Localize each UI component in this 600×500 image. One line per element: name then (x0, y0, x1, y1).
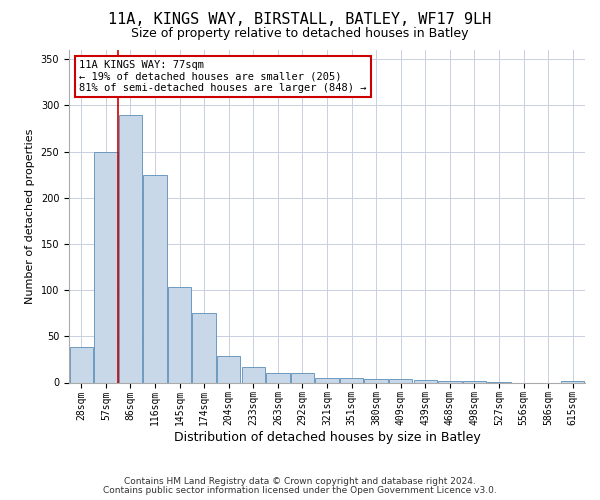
X-axis label: Distribution of detached houses by size in Batley: Distribution of detached houses by size … (173, 431, 481, 444)
Bar (168, 288, 191, 382)
Text: Contains public sector information licensed under the Open Government Licence v3: Contains public sector information licen… (103, 486, 497, 495)
Bar (291, 374, 314, 382)
Y-axis label: Number of detached properties: Number of detached properties (25, 128, 35, 304)
Bar (413, 380, 437, 382)
Bar (217, 356, 241, 382)
Bar (340, 378, 363, 382)
Text: 11A, KINGS WAY, BIRSTALL, BATLEY, WF17 9LH: 11A, KINGS WAY, BIRSTALL, BATLEY, WF17 9… (109, 12, 491, 28)
Bar (438, 380, 461, 382)
Bar (364, 379, 388, 382)
Bar (561, 380, 584, 382)
Bar (143, 174, 167, 382)
Bar (94, 152, 118, 382)
Text: Size of property relative to detached houses in Batley: Size of property relative to detached ho… (131, 28, 469, 40)
Bar (193, 313, 216, 382)
Bar (242, 367, 265, 382)
Text: 11A KINGS WAY: 77sqm
← 19% of detached houses are smaller (205)
81% of semi-deta: 11A KINGS WAY: 77sqm ← 19% of detached h… (79, 60, 367, 93)
Bar (463, 380, 486, 382)
Bar (316, 378, 338, 382)
Text: Contains HM Land Registry data © Crown copyright and database right 2024.: Contains HM Land Registry data © Crown c… (124, 477, 476, 486)
Bar (389, 379, 412, 382)
Bar (119, 114, 142, 382)
Bar (70, 348, 93, 382)
Bar (266, 374, 290, 382)
